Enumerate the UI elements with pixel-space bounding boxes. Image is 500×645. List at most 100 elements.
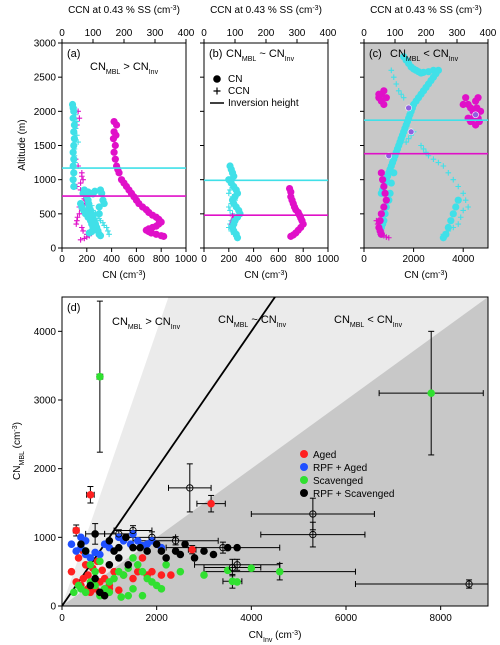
panel-a-frame — [61, 42, 187, 249]
y-tick-label: 2500 — [34, 73, 57, 84]
ccn-plus-point — [455, 221, 462, 227]
top-tick-label: 100 — [85, 28, 102, 39]
aged-point — [98, 566, 107, 575]
scavenged-point — [138, 591, 147, 600]
top-tick-label: 400 — [320, 28, 337, 39]
ccn-plus-point — [388, 67, 395, 74]
ccn-point — [454, 196, 462, 204]
open-point — [309, 530, 317, 539]
ccn-plus-point — [462, 197, 469, 203]
scavenged-point — [176, 567, 185, 576]
y-tick-label: 0 — [50, 244, 56, 255]
aged-point — [74, 554, 83, 562]
x-tick-label: 1000 — [175, 254, 198, 265]
panel-b-label: (b) — [209, 48, 222, 60]
ccn-plus-point — [435, 159, 442, 166]
rpf_scavenged-point — [157, 547, 166, 555]
panel-b-legend: CN CCN Inversion height — [210, 74, 299, 109]
rpf_scavenged-point — [190, 554, 199, 562]
x-tick-label: 0 — [361, 254, 367, 265]
rpf_scavenged-point — [86, 581, 95, 590]
x-tick-label: 2000 — [146, 613, 169, 624]
ccn-plus-point — [106, 231, 112, 238]
ccn-point — [98, 189, 106, 197]
ccn-plus-point — [445, 170, 452, 176]
panel-c-x-axis-title: CN (cm-3) — [404, 270, 447, 282]
panel-d-plot — [62, 297, 488, 606]
ccn-plus-point — [395, 88, 402, 94]
ccn-plus-point — [100, 219, 106, 226]
scavenged-point — [200, 571, 208, 579]
x-tick-label: 4000 — [452, 254, 475, 265]
rpf_aged-point — [96, 550, 104, 559]
ccn-point — [387, 179, 395, 187]
scavenged-point — [91, 567, 99, 576]
top-tick-label: 300 — [449, 28, 466, 39]
x-tick-label: 1000 — [317, 254, 340, 265]
panel-a-top-axis-title: CCN at 0.43 % SS (cm-3) — [68, 5, 180, 17]
ccn-plus-point — [420, 146, 427, 152]
legend-aged-label: Aged — [313, 450, 336, 461]
ccn-plus-point — [390, 74, 397, 80]
scavenged-point — [96, 372, 104, 381]
y-tick-label: 1000 — [34, 533, 57, 544]
top-tick-label: 400 — [480, 28, 497, 39]
scavenged-point — [119, 571, 128, 579]
panel-c: CCN at 0.43 % SS (cm-3) 0 100 200 300 400 0 2… — [360, 5, 497, 282]
ccn-plus-point — [450, 176, 457, 183]
ccn-plus-point — [103, 224, 110, 231]
ccn-point — [95, 210, 103, 218]
region-label-below: CNMBL < CNInv — [334, 314, 403, 329]
x-tick-label: 4000 — [240, 613, 263, 624]
cn-plus-point — [383, 234, 390, 240]
cn-plus-point — [79, 224, 85, 231]
panel-a-plot — [62, 100, 186, 243]
x-tick-label: 6000 — [335, 613, 358, 624]
rpf_scavenged-point — [136, 543, 144, 552]
cn-point — [474, 94, 482, 102]
cn-point — [380, 100, 388, 109]
x-tick-label: 800 — [295, 254, 312, 265]
cn-plus-point — [76, 115, 83, 121]
panel-c-top-axis-title: CCN at 0.43 % SS (cm-3) — [370, 5, 482, 17]
panel-a-top-axis: 0 100 200 300 400 — [59, 28, 195, 43]
top-tick-label: 400 — [178, 28, 195, 39]
rpf_scavenged-point — [181, 540, 189, 548]
ccn-plus-point — [460, 207, 466, 214]
ccn-point — [449, 210, 457, 218]
cn-point — [475, 117, 483, 126]
x-tick-label: 200 — [78, 254, 95, 265]
ccn-point — [70, 182, 78, 191]
ccn-point — [447, 217, 455, 225]
panel-d-frame — [61, 296, 489, 607]
rpf_scavenged-point — [115, 554, 123, 562]
ccn-plus-point — [398, 91, 404, 98]
aged-point — [115, 586, 123, 595]
ccn-plus-point — [440, 163, 447, 169]
scavenged-point — [81, 588, 90, 597]
open-point — [115, 530, 123, 538]
legend-rpf_scavenged-marker — [300, 489, 308, 497]
panel-a: CCN at 0.43 % SS (cm-3) 0 100 200 300 400 0 2… — [17, 5, 198, 282]
open-point — [219, 543, 227, 552]
top-tick-label: 0 — [361, 28, 367, 39]
panel-d-label: (d) — [67, 302, 80, 314]
aged-point — [67, 567, 76, 576]
ccn-plus-point — [405, 135, 412, 142]
cn-plus-point — [80, 176, 86, 183]
cn-point — [287, 232, 295, 240]
panel-d-legend: Aged RPF + Aged Scavenged RPF + Scavenged — [300, 450, 394, 500]
panel-d-axes: 0 2000 4000 6000 8000 0 1000 2000 3000 4000 — [34, 327, 452, 624]
mixed-point — [472, 111, 479, 119]
panel-d: 0 2000 4000 6000 8000 0 1000 2000 3000 4000 (d) C… — [12, 296, 489, 644]
legend-cn-marker — [213, 75, 221, 83]
rpf_aged-point — [86, 554, 95, 562]
cn-point — [377, 169, 385, 177]
top-tick-label: 100 — [387, 28, 404, 39]
region-below — [62, 297, 488, 606]
top-tick-label: 300 — [147, 28, 164, 39]
rpf_scavenged-point — [152, 540, 161, 548]
x-tick-label: 200 — [220, 254, 237, 265]
y-tick-label: 3000 — [34, 396, 57, 407]
